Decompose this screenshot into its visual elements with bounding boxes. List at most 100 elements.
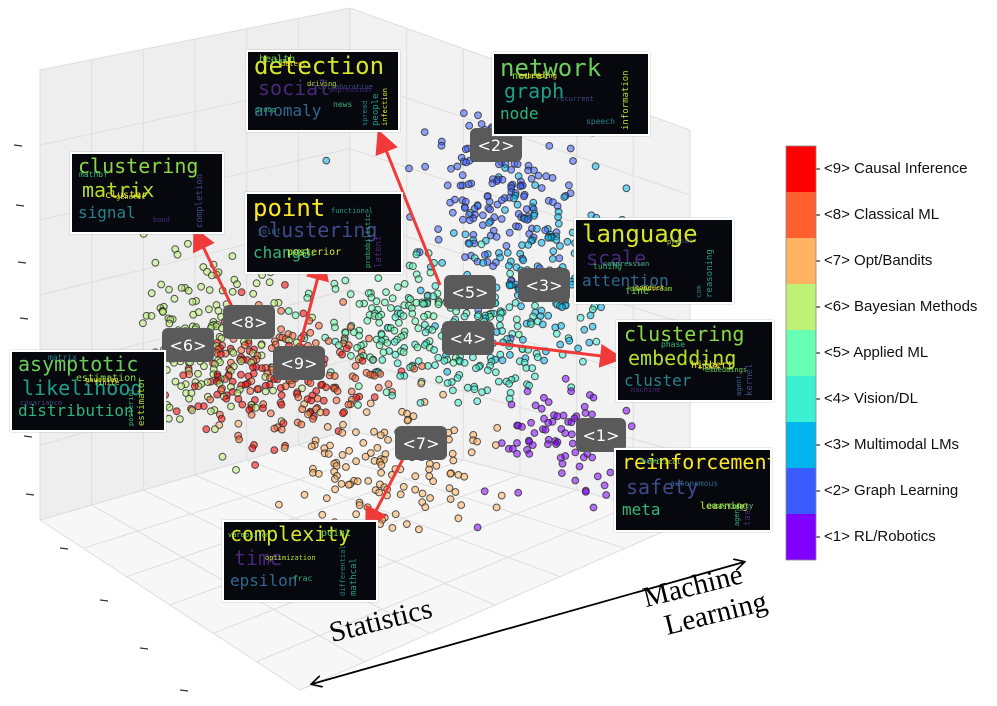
data-point [388,294,397,303]
data-point [512,315,521,324]
data-point [185,394,193,403]
annotation-arrow [298,256,329,346]
data-point [501,206,509,214]
wordcloud-word: matrix [82,178,155,203]
annotation-arrows [193,129,624,532]
data-point [519,335,527,344]
wordcloud-word: compression [603,260,650,268]
wordcloud-word: joint [257,227,282,236]
wordcloud-reinforcement: reinforcement safety meta learning task auton… [614,448,772,532]
wordcloud-word: change [253,242,311,262]
wordcloud-word: scale [586,245,647,270]
wordcloud-word: point [253,194,326,222]
colorbar-segment [786,514,816,560]
data-point [580,325,589,334]
colorbar-segment [786,192,816,238]
data-point [537,404,546,413]
data-point [491,441,500,450]
data-point [478,221,487,230]
data-point [434,235,443,244]
data-point [555,254,564,263]
data-point [513,200,522,209]
data-point [505,303,514,312]
wordcloud-word: critical [647,458,681,466]
axis-tick [23,435,33,438]
cluster-marker: <4> [442,321,494,355]
data-point [465,239,474,248]
data-point [588,410,596,419]
data-point [516,182,525,191]
data-point [375,318,384,327]
wordcloud-word: meta [622,500,661,519]
data-point [533,353,542,362]
wordcloud-word: distribution [18,400,134,420]
data-point [314,469,323,478]
data-point [342,344,351,353]
data-point [426,494,435,502]
data-point [200,362,208,371]
wordcloud-word: embedding [628,346,737,371]
data-point [251,461,260,469]
data-point [355,331,364,340]
data-point [410,364,419,373]
axis-tick [13,144,23,147]
data-point [522,205,531,214]
data-point [418,362,426,371]
data-point [416,286,425,295]
data-point [519,256,528,265]
data-point [483,366,492,375]
wordcloud-word: agent [735,374,743,396]
data-point [228,252,237,261]
wordcloud-word: cluster [105,190,148,201]
grid-line [39,429,351,521]
wordcloud-word: collaborative [318,83,373,91]
data-point [351,362,360,370]
data-point [237,346,246,355]
data-point [580,402,589,411]
data-point [202,425,211,434]
data-point [363,503,372,512]
data-point [375,488,384,497]
data-point [556,242,564,250]
data-point [448,449,457,458]
data-point [571,448,580,457]
wordcloud-word: health [259,54,296,65]
data-point [177,284,186,292]
data-point [437,141,446,150]
data-point [597,303,605,312]
data-point [399,348,408,357]
wordcloud-word: group [255,106,277,114]
data-point [505,262,513,270]
data-point [391,313,400,322]
data-point [408,309,417,318]
data-point [473,397,482,406]
data-point [461,230,470,239]
data-point [249,289,258,298]
data-point [190,382,199,391]
data-point [165,403,174,412]
data-point [338,429,347,437]
data-point [177,382,186,391]
data-point [589,503,598,512]
axis-tick [15,204,25,207]
wordcloud-point: point clustering change posterior latent join… [245,192,403,274]
data-point [459,109,468,117]
data-point [203,378,212,387]
cluster-marker: <9> [273,346,325,380]
data-point [164,414,173,423]
data-point [347,351,355,360]
data-point [173,250,182,259]
data-point [538,320,547,329]
data-point [266,409,275,418]
data-point [280,444,289,453]
wordcloud-word: differential [339,545,347,596]
data-point [228,287,237,296]
cluster-marker: <3> [518,268,570,302]
data-point [486,205,495,214]
wordcloud-word: autonomous [670,479,719,488]
data-point [443,181,452,190]
data-point [438,259,447,267]
data-point [479,259,488,267]
wordcloud-word: tuning [593,262,622,271]
data-point [281,281,289,289]
